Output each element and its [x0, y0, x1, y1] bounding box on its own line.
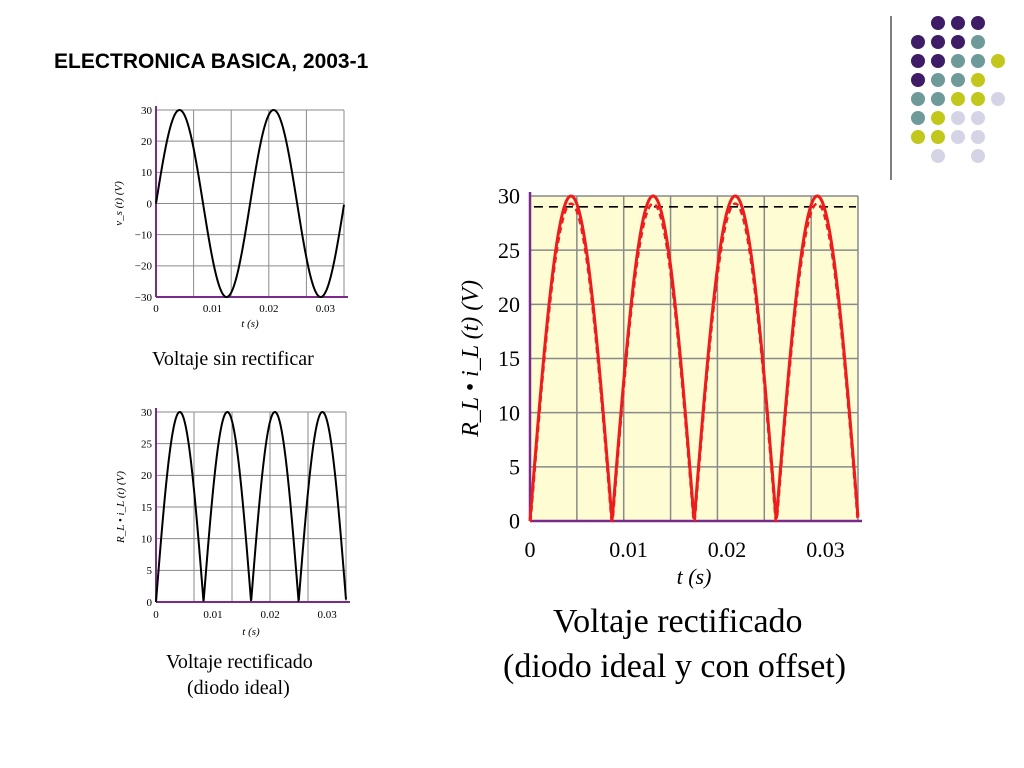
y-tick-label: 30	[141, 407, 153, 419]
series-line-1	[155, 108, 345, 299]
decor-dot	[971, 149, 985, 163]
decor-dot	[971, 54, 985, 68]
x-tick-label: 0.02	[708, 537, 747, 562]
x-axis-label: t (s)	[677, 564, 712, 589]
x-tick-label: 0	[153, 303, 159, 315]
y-tick-label: 0	[147, 198, 153, 210]
y-tick-label: 20	[141, 470, 153, 482]
decor-dot	[931, 54, 945, 68]
decor-dot	[931, 111, 945, 125]
y-axis-label: v_s (t) (V)	[113, 181, 125, 226]
decor-dot	[911, 92, 925, 106]
decor-dot	[911, 35, 925, 49]
decor-dot	[991, 54, 1005, 68]
x-tick-label: 0.02	[260, 609, 279, 621]
decor-dot	[911, 54, 925, 68]
y-tick-label: 15	[498, 346, 520, 371]
y-tick-label: −10	[135, 230, 153, 242]
x-tick-label: 0.01	[203, 609, 222, 621]
decor-dot	[971, 16, 985, 30]
decor-dot	[931, 73, 945, 87]
decor-dot	[931, 130, 945, 144]
decor-dot	[951, 111, 965, 125]
caption-rectified-offset-line1: Voltaje rectificado	[553, 603, 803, 640]
x-axis-label: t (s)	[242, 626, 260, 638]
decor-dot	[911, 73, 925, 87]
x-tick-label: 0.03	[316, 303, 336, 315]
decor-dot	[991, 92, 1005, 106]
decor-dot	[971, 35, 985, 49]
y-tick-label: 30	[498, 184, 520, 209]
caption-rectified-offset-line2: (diodo ideal y con offset)	[503, 648, 847, 685]
x-tick-label: 0.02	[259, 303, 278, 315]
decor-dot	[911, 130, 925, 144]
decor-dot	[951, 54, 965, 68]
x-tick-label: 0	[153, 609, 159, 621]
x-tick-label: 0	[525, 537, 536, 562]
decor-dot	[931, 92, 945, 106]
decor-dot	[951, 130, 965, 144]
y-tick-label: −20	[135, 261, 153, 273]
decor-dot	[931, 16, 945, 30]
y-tick-label: 0	[147, 597, 153, 609]
decor-dot	[951, 73, 965, 87]
decor-dot	[931, 35, 945, 49]
decor-dot	[971, 130, 985, 144]
y-tick-label: 15	[141, 502, 153, 514]
y-tick-label: 30	[141, 105, 153, 117]
x-axis-label: t (s)	[241, 318, 259, 330]
x-tick-label: 0.03	[318, 609, 338, 621]
caption-rectified-ideal-line1: Voltaje rectificado	[166, 651, 313, 673]
y-axis-label: R_L • i_L (t) (V)	[115, 471, 127, 544]
divider-line	[890, 16, 892, 180]
decor-dot	[971, 73, 985, 87]
decorative-dot-grid	[911, 16, 1005, 163]
decor-dot	[951, 35, 965, 49]
caption-unrectified: Voltaje sin rectificar	[152, 348, 314, 370]
series-line-1	[155, 410, 347, 603]
y-axis-label: R_L • i_L (t) (V)	[458, 280, 484, 438]
decor-dot	[931, 149, 945, 163]
y-tick-label: 20	[498, 292, 520, 317]
y-tick-label: 10	[141, 534, 153, 546]
y-tick-label: 20	[141, 136, 153, 148]
y-tick-label: 10	[498, 400, 520, 425]
decor-dot	[951, 92, 965, 106]
y-tick-label: 0	[509, 509, 520, 534]
y-tick-label: −30	[135, 292, 153, 304]
decor-dot	[911, 111, 925, 125]
x-tick-label: 0.01	[609, 537, 648, 562]
slide-title: ELECTRONICA BASICA, 2003-1	[54, 50, 369, 73]
x-tick-label: 0.03	[806, 537, 845, 562]
y-tick-label: 25	[498, 238, 520, 263]
y-tick-label: 5	[509, 455, 520, 480]
y-tick-label: 10	[141, 167, 153, 179]
decor-dot	[971, 92, 985, 106]
decor-dot	[951, 16, 965, 30]
decor-dot	[971, 111, 985, 125]
y-tick-label: 25	[141, 439, 153, 451]
caption-rectified-ideal-line2: (diodo ideal)	[187, 677, 290, 699]
y-tick-label: 5	[147, 565, 153, 577]
x-tick-label: 0.01	[203, 303, 222, 315]
